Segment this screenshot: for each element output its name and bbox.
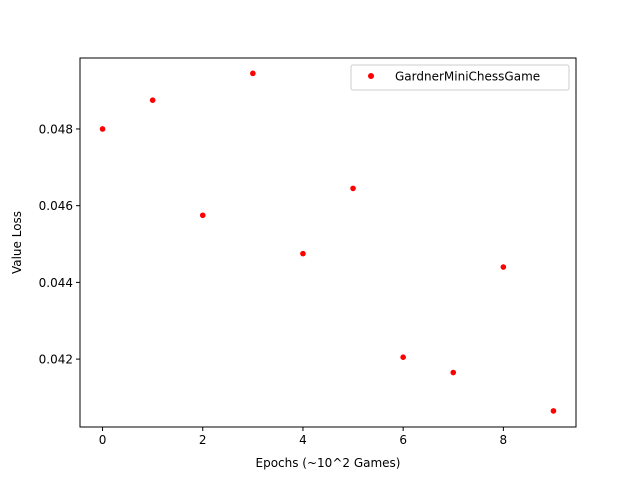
- data-points: [99, 70, 557, 414]
- x-axis-label: Epochs (~10^2 Games): [256, 456, 401, 470]
- data-point: [99, 126, 106, 132]
- data-point: [400, 354, 406, 360]
- plot-frame: [79, 57, 577, 428]
- data-point: [149, 97, 156, 103]
- data-point: [550, 408, 557, 414]
- x-tick-label: 8: [500, 433, 508, 447]
- x-tick-label: 6: [399, 433, 407, 447]
- x-tick-label: 2: [199, 433, 207, 447]
- legend-box: [350, 64, 570, 91]
- y-tick-label: 0.046: [39, 199, 73, 213]
- data-point: [500, 264, 507, 270]
- y-tick-label: 0.048: [39, 122, 73, 136]
- x-tick-label: 0: [99, 433, 107, 447]
- y-tick-label: 0.042: [39, 353, 73, 367]
- y-axis-label: Value Loss: [10, 211, 24, 274]
- legend-label: GardnerMiniChessGame: [395, 70, 540, 84]
- data-point: [350, 185, 356, 192]
- legend-marker: [368, 73, 374, 79]
- x-tick-label: 4: [299, 433, 307, 447]
- x-axis-ticks: 0 2 4 6 8: [99, 427, 507, 447]
- data-point: [450, 369, 457, 376]
- y-tick-label: 0.044: [39, 276, 73, 290]
- legend: GardnerMiniChessGame: [350, 64, 570, 91]
- data-point: [199, 212, 206, 219]
- data-point: [250, 70, 256, 77]
- data-point: [300, 250, 306, 257]
- y-axis-ticks: 0.042 0.044 0.046 0.048: [39, 122, 80, 367]
